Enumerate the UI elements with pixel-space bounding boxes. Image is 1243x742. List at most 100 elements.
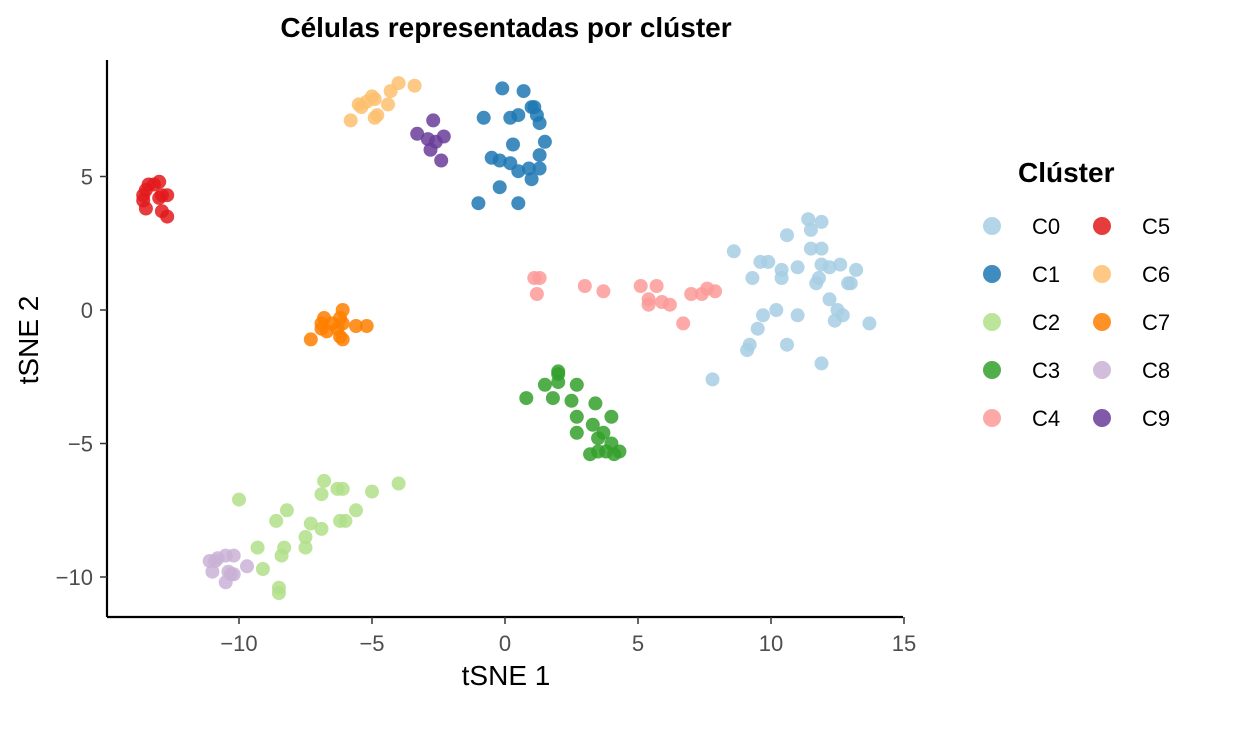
point-C0 <box>705 372 720 387</box>
point-C1 <box>521 161 536 176</box>
legend-item-C5: C5 <box>1093 214 1170 239</box>
point-C0 <box>745 271 760 285</box>
point-C0 <box>803 241 818 256</box>
point-C4 <box>694 287 709 301</box>
point-C4 <box>708 284 723 299</box>
legend-key-C8 <box>1093 361 1111 379</box>
point-C7 <box>319 324 334 339</box>
point-C3 <box>551 375 566 390</box>
legend-item-C3: C3 <box>983 358 1060 383</box>
legend: Clúster C0 C1 C2 C3 C4 C5 C6 C7 C8 C9 <box>983 157 1170 431</box>
point-C0 <box>809 276 824 291</box>
legend-key-C3 <box>983 361 1001 379</box>
point-C0 <box>756 308 770 323</box>
point-C0 <box>780 228 794 243</box>
y-tick-label: 0 <box>81 298 93 323</box>
point-C1 <box>476 110 491 125</box>
legend-key-C4 <box>983 409 1001 427</box>
point-C3 <box>564 393 579 408</box>
point-C1 <box>532 161 547 176</box>
legend-label-C8: C8 <box>1142 358 1170 383</box>
legend-label-C7: C7 <box>1142 310 1170 335</box>
series-C9 <box>410 113 451 168</box>
point-C0 <box>843 276 858 291</box>
point-C3 <box>569 425 584 440</box>
legend-label-C0: C0 <box>1032 214 1060 239</box>
point-C1 <box>516 84 531 99</box>
point-C0 <box>814 241 829 256</box>
point-C1 <box>495 81 510 96</box>
axes-layer: −10 −5 0 5 10 15 −10 −5 0 5 <box>56 60 916 656</box>
legend-item-C7: C7 <box>1093 310 1170 335</box>
legend-label-C5: C5 <box>1142 214 1170 239</box>
point-C1 <box>503 110 518 125</box>
point-C1 <box>511 196 526 211</box>
legend-item-C9: C9 <box>1093 406 1170 431</box>
point-C4 <box>684 287 699 301</box>
legend-label-C4: C4 <box>1032 406 1060 431</box>
point-C2 <box>365 484 379 499</box>
legend-label-C9: C9 <box>1142 406 1170 431</box>
point-C1 <box>492 180 507 195</box>
legend-label-C1: C1 <box>1032 262 1060 287</box>
legend-label-C3: C3 <box>1032 358 1060 383</box>
series-C7 <box>303 303 374 347</box>
point-C4 <box>649 279 664 293</box>
point-C2 <box>335 481 350 496</box>
point-C0 <box>750 321 765 336</box>
x-tick-label: −5 <box>359 631 384 656</box>
point-C9 <box>423 142 438 157</box>
point-C0 <box>822 260 837 275</box>
series-C4 <box>527 271 723 331</box>
point-C4 <box>532 271 547 285</box>
point-C6 <box>381 97 395 112</box>
point-C7 <box>335 332 350 347</box>
point-C4 <box>641 297 656 312</box>
point-C3 <box>588 396 603 411</box>
point-C7 <box>359 319 374 333</box>
series-C2 <box>232 473 406 600</box>
point-C2 <box>279 503 294 518</box>
y-axis-title: tSNE 2 <box>13 296 44 385</box>
x-tick-label: −10 <box>220 631 257 656</box>
point-C1 <box>492 153 507 168</box>
y-tick-label: −10 <box>56 565 93 590</box>
point-C9 <box>426 113 441 128</box>
point-C3 <box>519 391 534 406</box>
point-C0 <box>862 316 877 331</box>
point-C2 <box>314 521 329 536</box>
legend-title: Clúster <box>1018 157 1115 188</box>
series-C1 <box>471 81 552 211</box>
legend-key-C7 <box>1093 313 1111 331</box>
point-C0 <box>726 244 741 259</box>
y-tick-label: −5 <box>68 432 93 457</box>
point-C4 <box>596 284 611 299</box>
point-C0 <box>833 257 848 272</box>
chart-title: Células representadas por clúster <box>280 12 731 43</box>
point-C3 <box>591 431 606 446</box>
legend-item-C0: C0 <box>983 214 1060 239</box>
point-C2 <box>338 513 353 528</box>
legend-label-C6: C6 <box>1142 262 1170 287</box>
legend-item-C1: C1 <box>983 262 1060 287</box>
point-C0 <box>761 254 776 269</box>
point-C1 <box>506 137 520 152</box>
point-C6 <box>354 100 369 115</box>
point-C2 <box>303 516 318 531</box>
point-C8 <box>208 554 223 568</box>
point-C5 <box>138 201 153 216</box>
point-C1 <box>532 148 547 163</box>
point-C0 <box>849 262 864 277</box>
legend-key-C0 <box>983 217 1001 235</box>
point-C0 <box>822 292 837 307</box>
legend-key-C5 <box>1093 217 1111 235</box>
legend-item-C8: C8 <box>1093 358 1170 383</box>
point-C1 <box>532 116 547 131</box>
point-C2 <box>391 476 406 491</box>
series-C8 <box>202 548 254 590</box>
legend-label-C2: C2 <box>1032 310 1060 335</box>
point-C1 <box>471 196 486 211</box>
legend-item-C6: C6 <box>1093 262 1170 287</box>
